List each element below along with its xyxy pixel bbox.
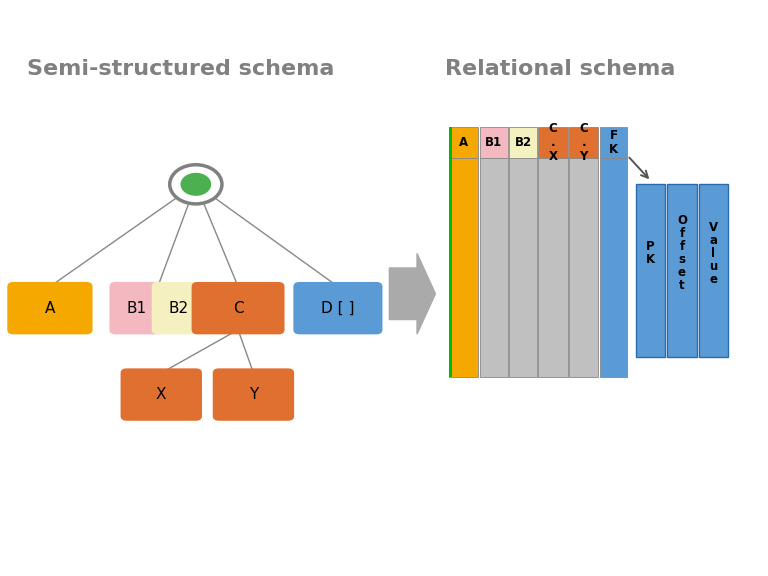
FancyBboxPatch shape (121, 369, 202, 420)
Text: Relational schema: Relational schema (445, 59, 676, 79)
FancyBboxPatch shape (449, 127, 452, 377)
FancyBboxPatch shape (667, 184, 697, 357)
FancyBboxPatch shape (480, 127, 508, 158)
FancyBboxPatch shape (109, 282, 164, 334)
FancyBboxPatch shape (538, 127, 568, 158)
Polygon shape (389, 253, 435, 334)
Text: A: A (45, 301, 55, 316)
Text: B1: B1 (485, 136, 502, 149)
Text: V
a
l
u
e: V a l u e (709, 221, 718, 286)
Text: Y: Y (249, 387, 258, 402)
FancyBboxPatch shape (293, 282, 382, 334)
Text: C
.
Y: C . Y (579, 122, 588, 163)
Text: X: X (156, 387, 167, 402)
Text: C: C (233, 301, 243, 316)
Text: B2: B2 (169, 301, 189, 316)
FancyBboxPatch shape (509, 127, 537, 158)
FancyBboxPatch shape (152, 282, 206, 334)
Text: O
f
f
s
e
t: O f f s e t (677, 214, 687, 293)
FancyBboxPatch shape (636, 184, 665, 357)
Text: A: A (459, 136, 468, 149)
Text: F
K: F K (609, 129, 618, 156)
FancyBboxPatch shape (480, 158, 508, 377)
Text: B2: B2 (515, 136, 531, 149)
FancyBboxPatch shape (699, 184, 728, 357)
FancyBboxPatch shape (449, 127, 478, 158)
FancyBboxPatch shape (569, 158, 598, 377)
FancyBboxPatch shape (600, 158, 627, 377)
Circle shape (180, 173, 211, 196)
Text: D [ ]: D [ ] (321, 301, 355, 316)
FancyBboxPatch shape (213, 369, 294, 420)
Text: C
.
X: C . X (548, 122, 558, 163)
Text: B1: B1 (127, 301, 147, 316)
FancyBboxPatch shape (449, 158, 478, 377)
Circle shape (170, 165, 222, 204)
FancyBboxPatch shape (8, 282, 92, 334)
FancyBboxPatch shape (191, 282, 284, 334)
Text: Semi-structured schema: Semi-structured schema (27, 59, 334, 79)
FancyBboxPatch shape (509, 158, 537, 377)
FancyBboxPatch shape (538, 158, 568, 377)
FancyBboxPatch shape (569, 127, 598, 158)
Text: P
K: P K (646, 240, 655, 267)
FancyBboxPatch shape (600, 127, 627, 158)
